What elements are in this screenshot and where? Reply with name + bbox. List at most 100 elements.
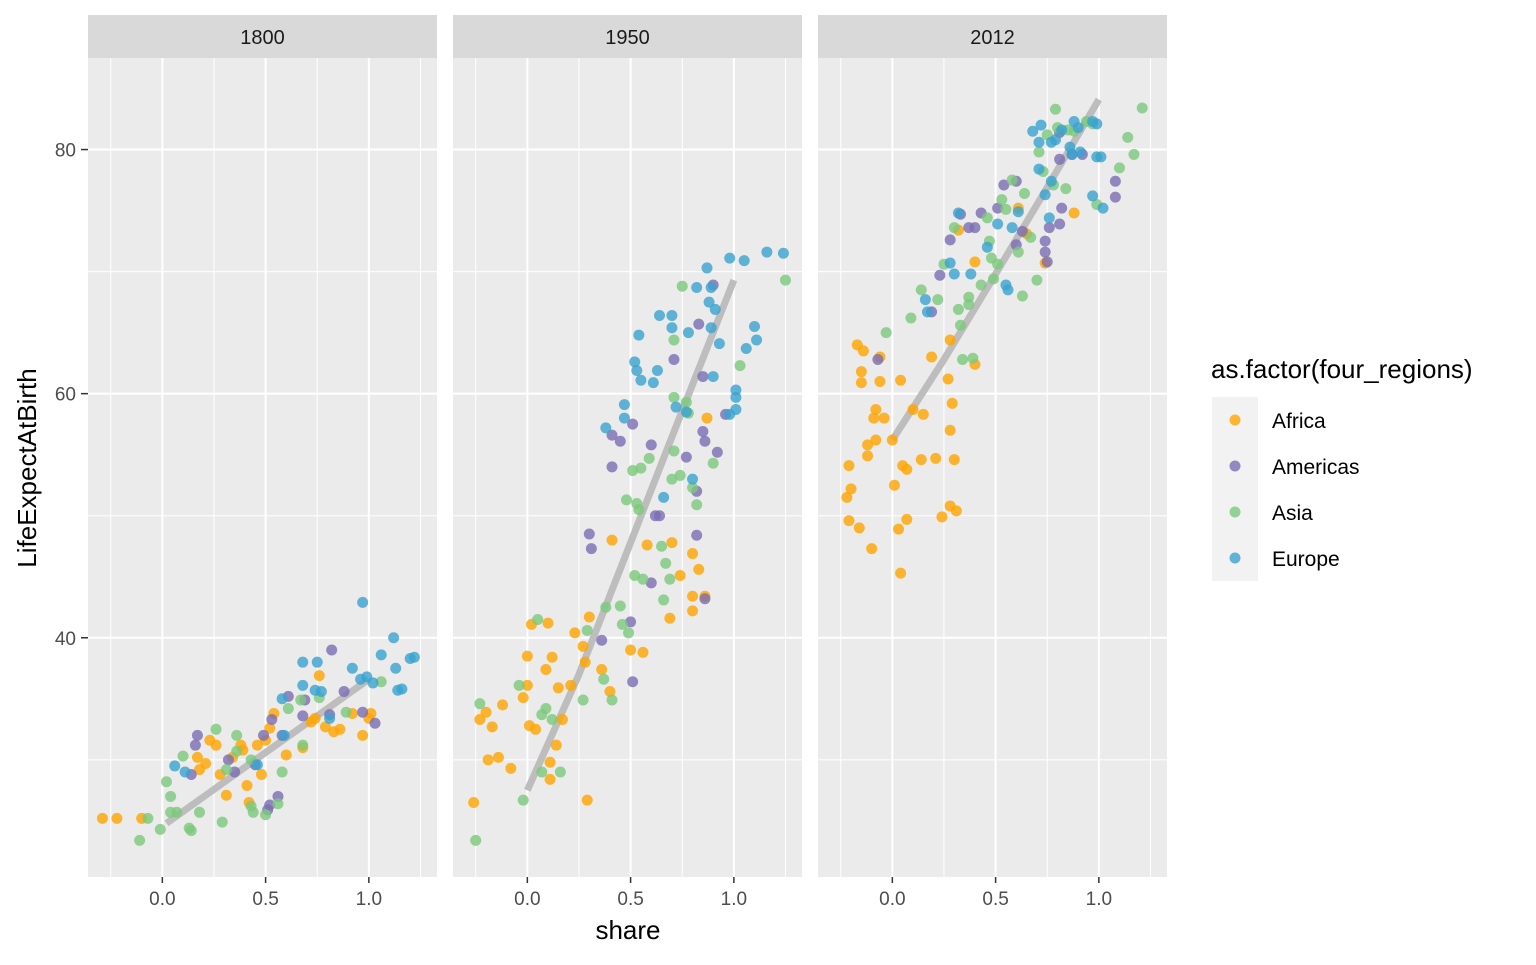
data-point-africa bbox=[530, 723, 542, 735]
data-point-asia bbox=[1025, 231, 1037, 243]
data-point-asia bbox=[470, 834, 482, 846]
data-point-asia bbox=[210, 723, 222, 735]
data-point-americas bbox=[680, 451, 692, 463]
data-point-europe bbox=[1072, 122, 1084, 134]
data-point-asia bbox=[905, 312, 917, 324]
data-point-asia bbox=[988, 273, 1000, 285]
data-point-africa bbox=[926, 351, 938, 363]
data-point-africa bbox=[936, 511, 948, 523]
data-point-africa bbox=[946, 397, 958, 409]
data-point-africa bbox=[200, 757, 212, 769]
data-point-africa bbox=[468, 797, 480, 809]
data-point-americas bbox=[1109, 175, 1121, 187]
facet-strip-label: 1800 bbox=[240, 27, 285, 49]
data-point-asia bbox=[160, 776, 172, 788]
data-point-africa bbox=[521, 679, 533, 691]
legend-title: as.factor(four_regions) bbox=[1211, 354, 1473, 384]
data-point-africa bbox=[641, 539, 653, 551]
smooth-trend-band bbox=[524, 278, 738, 792]
data-point-americas bbox=[627, 676, 639, 688]
data-point-europe bbox=[666, 322, 678, 334]
data-point-asia bbox=[957, 353, 969, 365]
data-point-asia bbox=[952, 303, 964, 315]
data-point-africa bbox=[313, 670, 325, 682]
data-point-americas bbox=[963, 222, 975, 234]
data-point-africa bbox=[251, 739, 263, 751]
data-point-americas bbox=[189, 739, 201, 751]
data-point-europe bbox=[713, 338, 725, 350]
data-point-asia bbox=[1000, 203, 1012, 215]
data-point-africa bbox=[687, 548, 699, 560]
facet-panel-1950: 1950 0.0 0.5 1.0 bbox=[453, 15, 802, 910]
data-point-europe bbox=[1074, 146, 1086, 158]
data-point-asia bbox=[606, 694, 618, 706]
data-point-europe bbox=[1027, 125, 1039, 137]
data-point-asia bbox=[142, 812, 154, 824]
data-point-asia bbox=[616, 618, 628, 630]
data-point-asia bbox=[297, 739, 309, 751]
data-point-europe bbox=[965, 268, 977, 280]
data-point-europe bbox=[730, 384, 742, 396]
data-point-americas bbox=[697, 371, 709, 383]
data-point-asia bbox=[272, 798, 284, 810]
data-point-africa bbox=[870, 404, 882, 416]
data-point-europe bbox=[635, 374, 647, 386]
data-point-africa bbox=[319, 721, 331, 733]
panel-background bbox=[818, 58, 1167, 877]
data-point-americas bbox=[944, 234, 956, 246]
data-point-europe bbox=[948, 268, 960, 280]
data-point-asia bbox=[635, 462, 647, 474]
data-point-europe bbox=[1035, 119, 1047, 131]
data-point-africa bbox=[901, 463, 913, 475]
data-point-europe bbox=[658, 491, 670, 503]
data-point-africa bbox=[581, 794, 593, 806]
data-point-asia bbox=[154, 823, 166, 835]
data-point-europe bbox=[921, 306, 933, 318]
legend-key-americas bbox=[1229, 460, 1241, 472]
data-point-europe bbox=[357, 596, 369, 608]
data-point-africa bbox=[480, 706, 492, 718]
data-point-asia bbox=[216, 816, 228, 828]
data-point-europe bbox=[1012, 206, 1024, 218]
data-point-africa bbox=[888, 479, 900, 491]
data-point-asia bbox=[992, 258, 1004, 270]
data-point-africa bbox=[625, 644, 637, 656]
data-point-europe bbox=[324, 712, 336, 724]
data-point-europe bbox=[390, 662, 402, 674]
data-point-africa bbox=[969, 256, 981, 268]
data-point-europe bbox=[629, 356, 641, 368]
data-point-europe bbox=[730, 404, 742, 416]
data-point-africa bbox=[365, 707, 377, 719]
data-point-americas bbox=[645, 439, 657, 451]
data-point-africa bbox=[552, 682, 564, 694]
data-point-africa bbox=[862, 450, 874, 462]
data-point-europe bbox=[705, 322, 717, 334]
data-point-africa bbox=[693, 563, 705, 575]
data-point-africa bbox=[210, 739, 222, 751]
data-point-asia bbox=[691, 499, 703, 511]
data-point-africa bbox=[544, 756, 556, 768]
data-point-asia bbox=[629, 570, 641, 582]
data-point-asia bbox=[276, 766, 288, 778]
data-point-africa bbox=[950, 505, 962, 517]
data-point-africa bbox=[901, 513, 913, 525]
data-point-africa bbox=[357, 729, 369, 741]
data-point-europe bbox=[311, 656, 323, 668]
data-point-europe bbox=[169, 760, 181, 772]
data-point-asia bbox=[220, 764, 232, 776]
data-point-asia bbox=[1012, 246, 1024, 258]
data-point-asia bbox=[581, 624, 593, 636]
data-point-americas bbox=[1041, 256, 1053, 268]
data-point-europe bbox=[703, 296, 715, 308]
data-point-asia bbox=[194, 806, 206, 818]
x-axis-title: share bbox=[595, 915, 660, 945]
data-point-europe bbox=[724, 252, 736, 264]
data-point-asia bbox=[1060, 183, 1072, 195]
data-point-asia bbox=[554, 766, 566, 778]
data-point-europe bbox=[751, 334, 763, 346]
data-point-europe bbox=[952, 207, 964, 219]
data-point-asia bbox=[1114, 162, 1126, 174]
data-point-asia bbox=[963, 299, 975, 311]
data-point-asia bbox=[668, 334, 680, 346]
